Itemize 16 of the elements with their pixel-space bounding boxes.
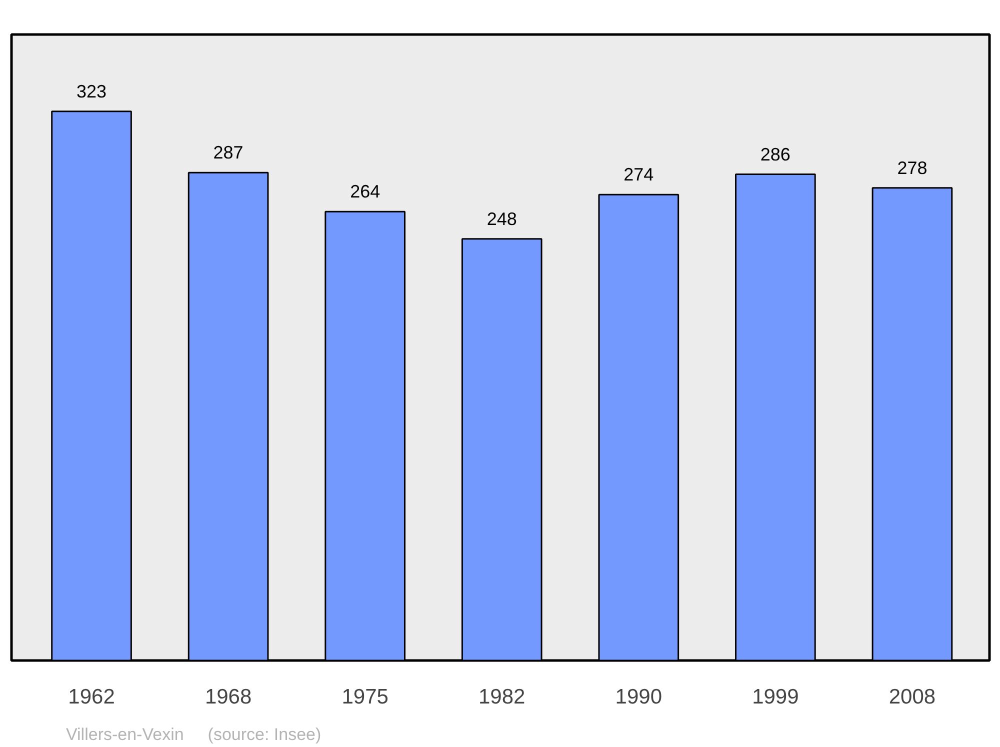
x-tick-label: 1975 — [342, 686, 388, 708]
x-tick-label: 1968 — [204, 686, 252, 708]
data-label: 286 — [760, 144, 790, 164]
data-label: 274 — [624, 164, 654, 185]
x-tick-label: 1999 — [752, 686, 799, 708]
data-label: 248 — [486, 208, 517, 229]
text: Villers-en-Vexin — [66, 725, 184, 744]
data-label: 264 — [350, 182, 380, 202]
x-tick-label: 1962 — [68, 686, 115, 708]
x-tick-label: 1982 — [478, 686, 526, 708]
data-label: 278 — [897, 158, 928, 178]
data-label: 287 — [213, 142, 244, 163]
data-label: 323 — [76, 81, 107, 102]
x-tick-label: 2008 — [888, 686, 936, 708]
x-tick-label: 1990 — [615, 686, 662, 708]
text: (source: Insee) — [208, 725, 322, 744]
